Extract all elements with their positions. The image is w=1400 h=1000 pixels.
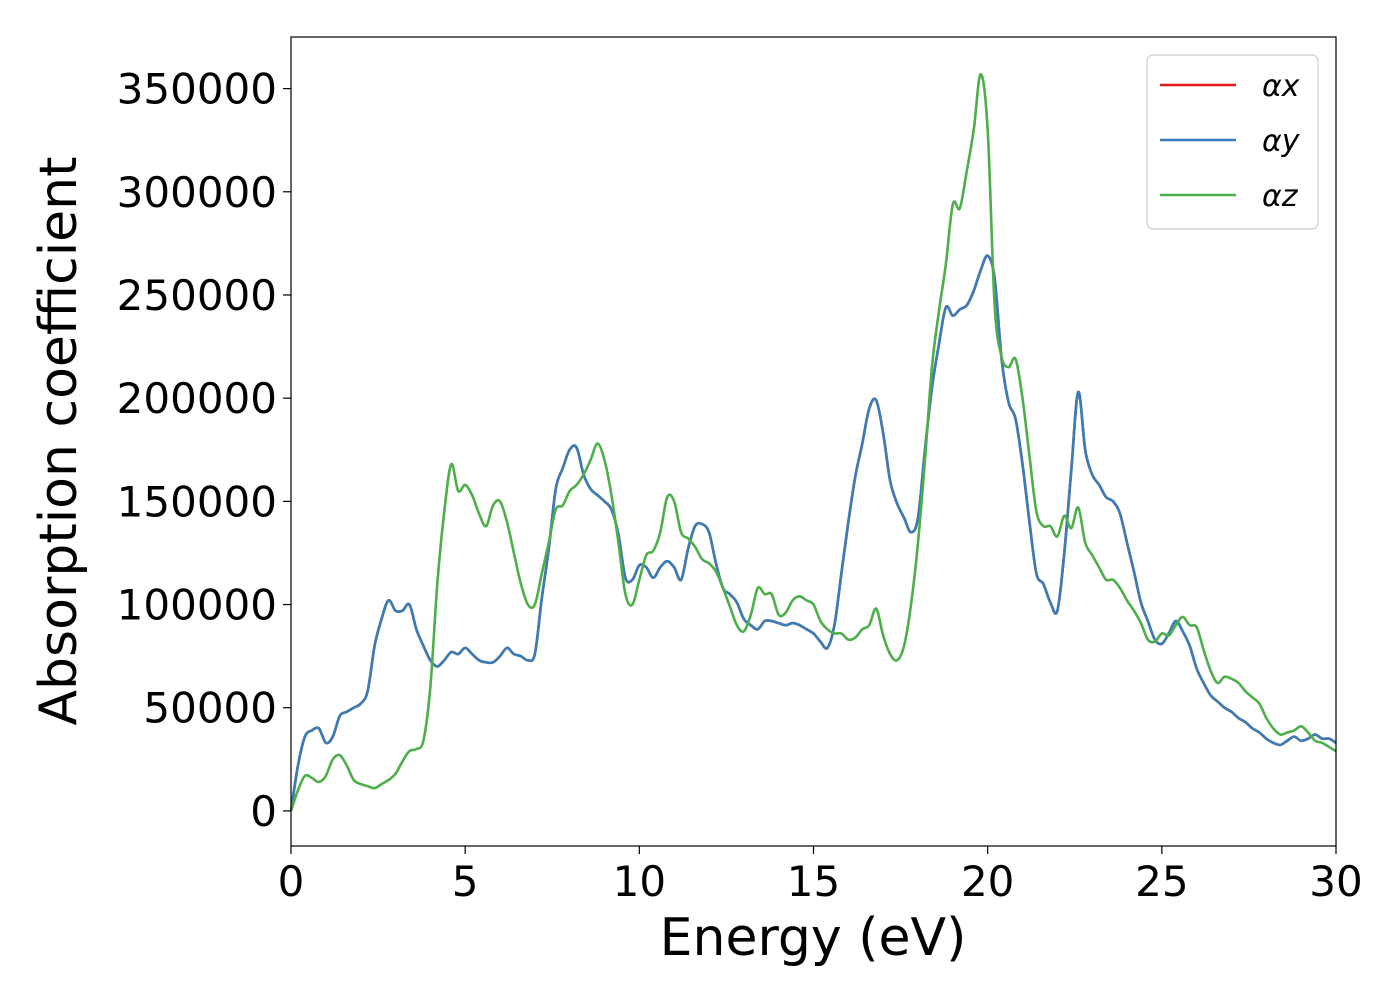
- x-tick-label: 0: [278, 857, 305, 906]
- legend: αx αy αz: [1146, 54, 1319, 230]
- legend-items: αx αy αz: [1160, 69, 1301, 214]
- y-axis-title: Absorption coefficient: [29, 156, 89, 725]
- y-tick-label: 350000: [117, 65, 277, 114]
- x-tick-label: 5: [452, 857, 479, 906]
- legend-label: αz: [1262, 179, 1299, 214]
- legend-label: αx: [1262, 69, 1300, 104]
- y-axis: 0 50000 100000 150000 200000 250000 300000 3500…: [117, 65, 291, 836]
- y-tick-label: 150000: [117, 477, 277, 526]
- y-tick-label: 0: [250, 787, 277, 836]
- x-axis: 0 5 10 15 20 25 30: [278, 846, 1363, 906]
- x-tick-label: 25: [1135, 857, 1188, 906]
- y-tick-label: 100000: [117, 581, 277, 630]
- x-tick-label: 15: [787, 857, 840, 906]
- x-tick-label: 30: [1309, 857, 1362, 906]
- legend-box: [1146, 54, 1319, 230]
- y-tick-label: 250000: [117, 271, 277, 320]
- y-tick-label: 300000: [117, 168, 277, 217]
- series-layer: [289, 72, 1337, 812]
- legend-label: αy: [1262, 124, 1301, 159]
- series-line-3: [289, 72, 1337, 812]
- series-line-2: [289, 254, 1337, 812]
- y-tick-label: 200000: [117, 374, 277, 423]
- x-tick-label: 10: [613, 857, 666, 906]
- x-tick-label: 20: [961, 857, 1014, 906]
- series-line-1: [289, 254, 1337, 812]
- y-tick-label: 50000: [143, 684, 277, 733]
- x-axis-title: Energy (eV): [660, 908, 967, 968]
